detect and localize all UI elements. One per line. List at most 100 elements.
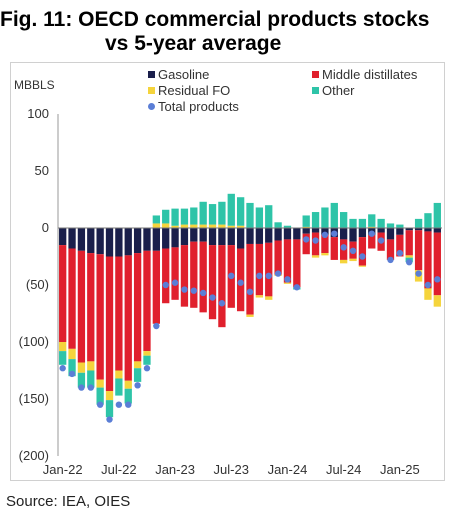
chart-title: Fig. 11: OECD commercial products stocks… xyxy=(0,8,429,56)
x-tick-label: Jul-24 xyxy=(326,462,361,477)
bar-middle-distillates xyxy=(293,239,301,288)
total-products-point xyxy=(368,230,375,237)
total-products-point xyxy=(321,231,329,239)
bar-residual-fo xyxy=(246,314,254,317)
bar-residual-fo xyxy=(218,224,226,228)
bar-other xyxy=(218,201,226,225)
total-products-point xyxy=(218,300,226,307)
bar-gasoline xyxy=(386,228,395,240)
bar-residual-fo xyxy=(265,296,273,300)
bar-other xyxy=(265,205,273,228)
bar-middle-distillates xyxy=(133,253,142,362)
total-products-point xyxy=(162,281,169,289)
bar-residual-fo xyxy=(283,282,292,284)
total-products-point xyxy=(87,384,94,391)
total-products-point xyxy=(125,401,132,408)
bar-gasoline xyxy=(162,228,170,249)
bar-residual-fo xyxy=(105,391,114,401)
total-products-point xyxy=(293,284,301,291)
bar-other xyxy=(433,202,441,228)
total-products-point xyxy=(134,382,141,389)
bar-gasoline xyxy=(377,228,385,233)
bar-residual-fo xyxy=(424,288,432,300)
bar-middle-distillates xyxy=(171,247,179,300)
y-axis-label: MBBLS xyxy=(14,78,55,92)
legend-label-gasoline: Gasoline xyxy=(158,67,210,82)
bar-residual-fo xyxy=(255,295,264,298)
bar-other xyxy=(227,193,235,226)
bar-middle-distillates xyxy=(265,242,273,297)
total-products-point xyxy=(246,288,254,296)
bar-middle-distillates xyxy=(414,230,423,271)
bar-gasoline xyxy=(171,228,179,248)
bar-middle-distillates xyxy=(218,245,226,328)
bar-gasoline xyxy=(321,228,329,235)
bar-residual-fo xyxy=(77,362,86,373)
bar-other xyxy=(152,215,160,224)
bar-gasoline xyxy=(124,228,132,256)
bar-middle-distillates xyxy=(283,239,292,283)
bar-other xyxy=(330,202,338,228)
bar-residual-fo xyxy=(68,348,76,360)
total-products-point xyxy=(340,244,347,251)
total-products-point xyxy=(209,294,216,301)
legend-item-gasoline: Gasoline xyxy=(148,67,209,82)
bar-residual-fo xyxy=(133,361,142,369)
bar-residual-fo xyxy=(180,224,189,228)
x-tick-label: Jan-25 xyxy=(380,462,420,477)
legend-swatch-gasoline xyxy=(148,71,155,78)
bar-gasoline xyxy=(311,228,320,233)
bar-other xyxy=(368,214,376,227)
bar-other xyxy=(190,207,198,225)
bar-other xyxy=(274,222,282,228)
bar-other xyxy=(349,218,357,228)
bar-gasoline xyxy=(246,228,254,244)
bar-gasoline xyxy=(68,228,76,249)
x-tick-label: Jan-24 xyxy=(268,462,308,477)
bar-gasoline xyxy=(190,228,198,242)
y-tick-label: (50) xyxy=(26,277,49,292)
total-products-point xyxy=(359,253,366,260)
bar-other xyxy=(115,378,123,396)
legend-swatch-total-products xyxy=(148,103,155,110)
bar-other xyxy=(424,213,432,228)
total-products-point xyxy=(96,401,104,408)
y-tick-label: 50 xyxy=(35,163,49,178)
legend-swatch-other xyxy=(312,87,319,94)
legend-item-middle-distillates: Middle distillates xyxy=(312,67,417,82)
total-products-point xyxy=(78,384,85,391)
bar-residual-fo xyxy=(115,370,123,379)
bar-middle-distillates xyxy=(68,248,76,349)
bar-middle-distillates xyxy=(321,234,329,254)
bar-gasoline xyxy=(293,228,301,240)
bar-residual-fo xyxy=(124,380,132,389)
bar-middle-distillates xyxy=(424,231,432,289)
legend-swatch-middle-distillates xyxy=(312,71,319,78)
bar-other xyxy=(358,218,367,228)
bar-gasoline xyxy=(283,228,292,240)
bar-gasoline xyxy=(274,228,282,241)
bar-middle-distillates xyxy=(115,256,123,371)
bar-gasoline xyxy=(180,228,189,246)
total-products-point xyxy=(274,270,282,277)
bar-other xyxy=(340,212,348,228)
bar-middle-distillates xyxy=(124,255,132,381)
bar-residual-fo xyxy=(152,223,160,228)
bar-other xyxy=(396,224,404,228)
bar-other xyxy=(133,368,142,382)
bar-other xyxy=(180,208,189,225)
bar-other xyxy=(87,370,95,388)
bar-gasoline xyxy=(405,228,413,231)
total-products-point xyxy=(68,370,76,378)
bar-middle-distillates xyxy=(396,234,404,257)
bar-other xyxy=(199,201,207,225)
bar-other xyxy=(59,351,67,365)
total-products-point xyxy=(190,287,198,294)
bar-gasoline xyxy=(265,228,273,243)
bar-other xyxy=(246,202,254,228)
total-products-point xyxy=(143,365,151,372)
bar-other xyxy=(124,388,132,404)
total-products-point xyxy=(106,416,113,423)
x-tick-label: Jan-23 xyxy=(155,462,195,477)
